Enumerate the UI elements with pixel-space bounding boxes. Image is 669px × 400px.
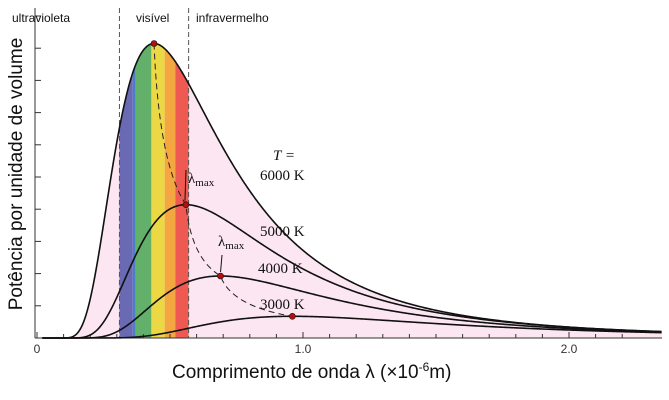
peak-marker-4000 [217, 272, 224, 280]
temperature-header: T = [273, 148, 295, 164]
visible-spectrum [119, 43, 189, 338]
spectrum-band-5 [175, 43, 189, 338]
lambda-max-arrow-1 [184, 169, 187, 201]
series-label-4000: 4000 K [258, 261, 303, 277]
series-label-6000: 6000 K [260, 168, 305, 184]
series-label-3000: 3000 K [260, 297, 305, 313]
curves [42, 42, 662, 339]
peak-marker-6000 [150, 40, 158, 47]
series-label-5000: 5000 K [260, 224, 305, 240]
lambda-max-arrow-2 [220, 254, 223, 273]
lambda-max-path [150, 40, 296, 320]
spectrum-band-1 [132, 43, 136, 338]
region-label-visible: visível [136, 11, 169, 25]
x-tick-label-1: 1.0 [295, 342, 312, 356]
x-tick-label-0: 0 [34, 342, 41, 356]
series-line-4000 [42, 275, 662, 339]
series-line-3000 [42, 315, 662, 339]
y-axis-title: Potência por unidade de volume [6, 38, 27, 311]
lambda-max-label-1: λmax [188, 171, 215, 189]
spectrum-band-0 [119, 43, 133, 338]
peak-marker-3000 [289, 312, 296, 320]
peak-marker-5000 [182, 201, 190, 208]
x-axis-title: Comprimento de onda λ (×10-6m) [172, 360, 451, 383]
lambda-max-label-2: λmax [218, 234, 245, 252]
spectrum-band-3 [151, 43, 165, 338]
curve-fill [42, 43, 663, 338]
spectrum-band-4 [164, 43, 176, 338]
series-line-5000 [42, 203, 662, 339]
curve-fill-layer [42, 43, 663, 338]
region-label-infrared: infravermelho [196, 11, 269, 25]
x-tick-label-2: 2.0 [561, 342, 578, 356]
region-label-ultraviolet: ultravioleta [12, 11, 70, 25]
spectrum-band-2 [135, 43, 152, 338]
axes [34, 8, 662, 339]
